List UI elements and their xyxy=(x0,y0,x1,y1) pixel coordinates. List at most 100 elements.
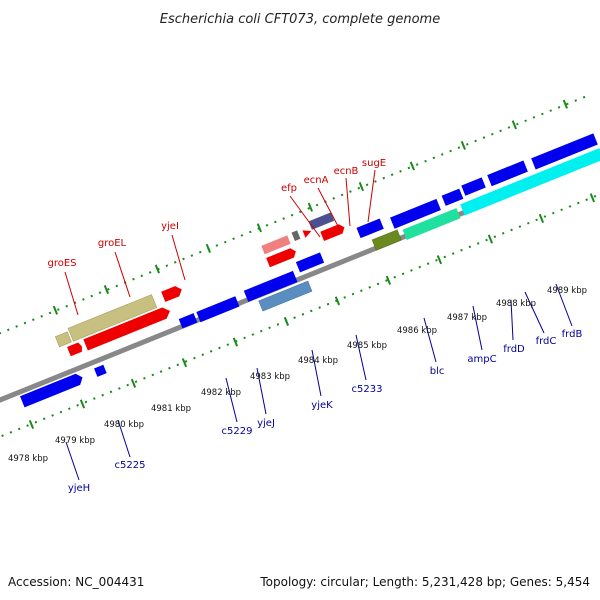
leader-line xyxy=(65,441,80,481)
leader-line xyxy=(555,283,573,327)
gene-label-frdB[interactable]: frdB xyxy=(562,329,583,340)
accession-text: Accession: NC_004431 xyxy=(8,575,144,589)
gene-frdC[interactable] xyxy=(461,177,486,196)
inner-tick xyxy=(385,275,392,285)
bottom-gene-labels: yjeH c5225 c5229 yjeJ yjeK c5233 blc amp… xyxy=(68,329,583,494)
inner-tick xyxy=(334,296,341,306)
kbp-label: 4989 kbp xyxy=(547,286,587,296)
genome-summary-text: Topology: circular; Length: 5,231,428 bp… xyxy=(259,575,590,589)
inner-tick xyxy=(589,193,596,203)
gene-arrow[interactable] xyxy=(531,133,598,170)
leader-line xyxy=(311,349,322,397)
gene-arrow[interactable] xyxy=(83,305,172,351)
gene-groES[interactable] xyxy=(54,331,72,348)
outer-tick xyxy=(256,223,262,233)
gene-c5233[interactable] xyxy=(295,252,325,273)
kbp-label: 4982 kbp xyxy=(201,388,241,398)
gene-arrow[interactable] xyxy=(67,342,84,357)
outer-tick xyxy=(358,182,364,192)
gene-arrow[interactable] xyxy=(371,229,402,251)
gene-ampC[interactable] xyxy=(390,198,441,229)
leader-line xyxy=(225,377,238,423)
gene-label-yjeH[interactable]: yjeH xyxy=(68,483,90,494)
kbp-label: 4981 kbp xyxy=(151,404,191,414)
kbp-label: 4986 kbp xyxy=(397,326,437,336)
inner-tick xyxy=(181,358,188,368)
gene-label-ecnA[interactable]: ecnA xyxy=(304,175,329,186)
inner-scale-ruler xyxy=(0,183,600,444)
kbp-label: 4988 kbp xyxy=(496,299,536,309)
gene-efp[interactable] xyxy=(261,235,291,255)
inner-tick xyxy=(79,399,86,409)
leader-line xyxy=(524,291,545,334)
gene-sugE[interactable] xyxy=(308,212,335,230)
gene-label-c5233[interactable]: c5233 xyxy=(352,384,383,395)
kbp-label: 4985 kbp xyxy=(347,341,387,351)
kbp-label: 4980 kbp xyxy=(104,420,144,430)
gene-label-ampC[interactable]: ampC xyxy=(467,354,496,365)
gene-blc[interactable] xyxy=(356,218,384,239)
bottom-label-leaders xyxy=(65,283,573,481)
outer-tick xyxy=(460,140,466,150)
gene-yjeK[interactable] xyxy=(258,280,313,312)
gene-arrow[interactable] xyxy=(320,223,346,242)
gene-arrow[interactable] xyxy=(460,148,600,216)
leader-line xyxy=(317,187,341,231)
gene-label-c5229[interactable]: c5229 xyxy=(222,426,253,437)
outer-tick xyxy=(511,120,517,130)
leader-line xyxy=(510,299,514,341)
leader-line xyxy=(367,169,376,223)
kbp-label: 4987 kbp xyxy=(447,313,487,323)
inner-tick xyxy=(436,255,443,265)
gene-label-groEL[interactable]: groEL xyxy=(98,238,127,249)
kbp-label: 4978 kbp xyxy=(8,454,48,464)
gene-label-sugE[interactable]: sugE xyxy=(362,158,386,169)
gene-label-frdD[interactable]: frdD xyxy=(503,344,525,355)
outer-tick xyxy=(409,161,415,171)
gene-label-blc[interactable]: blc xyxy=(430,366,445,377)
outer-tick xyxy=(562,99,568,109)
gene-arrow[interactable] xyxy=(266,247,298,268)
top-label-leaders xyxy=(64,169,376,316)
inner-tick xyxy=(232,337,239,347)
map-title: Escherichia coli CFT073, complete genome xyxy=(160,12,440,27)
gene-yjeJ[interactable] xyxy=(243,270,298,302)
gene-label-c5225[interactable]: c5225 xyxy=(115,460,146,471)
gene-groEL[interactable] xyxy=(67,294,158,342)
gene-frdD[interactable] xyxy=(441,188,464,206)
gene-yjeH[interactable] xyxy=(20,372,85,408)
leader-line xyxy=(423,317,437,363)
gene-label-yjeJ[interactable]: yjeJ xyxy=(257,418,275,429)
leader-line xyxy=(289,195,321,238)
upper-strand-arrows xyxy=(67,223,346,357)
gene-yjeI[interactable] xyxy=(161,284,184,302)
leader-line xyxy=(171,234,186,281)
gene-label-groES[interactable]: groES xyxy=(47,258,76,269)
outer-tick xyxy=(52,305,59,315)
kbp-label: 4979 kbp xyxy=(55,436,95,446)
kbp-scale-labels: 4978 kbp 4979 kbp 4980 kbp 4981 kbp 4982… xyxy=(8,286,587,464)
inner-major-ticks xyxy=(28,193,596,430)
gene-ecnB[interactable] xyxy=(302,227,312,238)
outer-tick xyxy=(307,202,313,212)
top-gene-labels: groES groEL yjeI efp ecnA ecnB sugE xyxy=(47,158,386,269)
leader-line xyxy=(355,334,367,381)
gene-label-frdC[interactable]: frdC xyxy=(536,336,557,347)
gene-label-ecnB[interactable]: ecnB xyxy=(334,166,359,177)
inner-tick xyxy=(538,213,545,224)
outer-scale-ruler xyxy=(0,94,590,355)
gene-arrow[interactable] xyxy=(402,208,461,241)
gene-label-yjeK[interactable]: yjeK xyxy=(311,400,333,411)
outer-tick xyxy=(154,264,161,274)
gene-ecnA[interactable] xyxy=(291,230,301,241)
leader-line xyxy=(472,305,483,351)
gene-c5225[interactable] xyxy=(94,364,107,377)
inner-tick xyxy=(487,234,494,244)
gene-c5229[interactable] xyxy=(196,296,240,323)
gene-label-efp[interactable]: efp xyxy=(281,183,297,194)
kbp-label: 4983 kbp xyxy=(250,372,290,382)
leader-line xyxy=(345,177,351,227)
gene-label-yjeI[interactable]: yjeI xyxy=(161,221,179,232)
gene-frdB[interactable] xyxy=(487,160,528,187)
gene-arrow[interactable] xyxy=(178,313,198,329)
